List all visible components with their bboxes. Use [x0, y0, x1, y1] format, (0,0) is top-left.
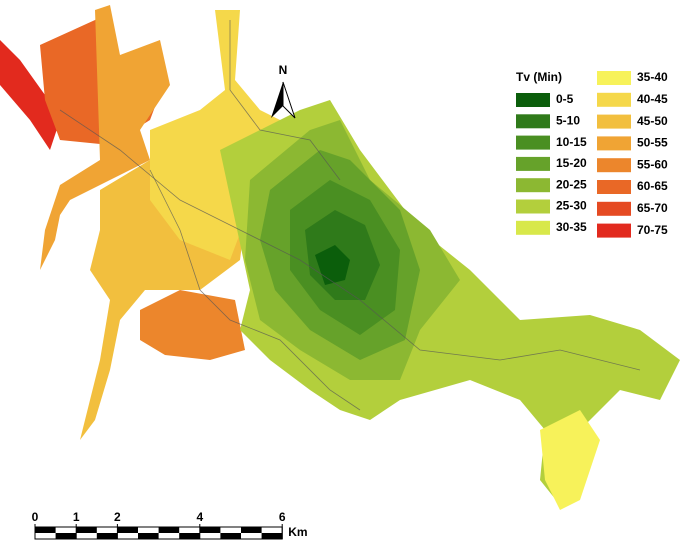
legend-label: 65-70 — [637, 201, 668, 215]
scale-label: 0 — [32, 510, 39, 524]
road — [149, 169, 361, 411]
scale-segment — [55, 533, 77, 539]
legend-swatch — [597, 71, 631, 85]
legend-label: 50-55 — [637, 136, 668, 150]
legend-label: 10-15 — [556, 135, 587, 149]
region — [40, 5, 170, 270]
legend-label: 45-50 — [637, 114, 668, 128]
scale-segment — [199, 527, 221, 533]
legend-swatch — [597, 201, 631, 216]
scale-segment — [179, 533, 200, 539]
legend-swatch — [597, 158, 631, 173]
legend-label: 55-60 — [637, 157, 668, 171]
legend-title: Tv (Min) — [516, 70, 562, 84]
legend-label: 5-10 — [556, 113, 580, 127]
legend-swatch — [516, 93, 550, 107]
scale-segment — [158, 527, 180, 533]
road — [229, 20, 341, 181]
legend-label: 20-25 — [556, 177, 587, 191]
scale-label: 1 — [73, 510, 80, 524]
region — [150, 10, 300, 260]
scale-segment — [261, 533, 283, 539]
legend-label: 70-75 — [637, 223, 668, 237]
scale-label: 6 — [279, 510, 286, 524]
legend-swatch — [597, 223, 631, 238]
scale-segment — [138, 533, 159, 539]
scale-unit: Km — [288, 525, 307, 539]
legend-swatch — [516, 156, 550, 171]
scale-segment — [117, 527, 138, 533]
region — [140, 290, 245, 360]
region — [0, 40, 60, 150]
arrow-shape — [271, 82, 283, 118]
region — [540, 410, 600, 510]
legend-swatch — [597, 92, 631, 107]
north-label: N — [279, 63, 288, 77]
scale-bar: 0 1 2 4 6Km — [32, 510, 308, 540]
legend-label: 25-30 — [556, 199, 587, 213]
legend-label: 35-40 — [637, 70, 668, 84]
legend-swatch — [516, 199, 550, 214]
north-arrow: N — [271, 63, 296, 119]
scale-segment — [241, 527, 262, 533]
legend-label: 0-5 — [556, 92, 574, 106]
legend-label: 60-65 — [637, 179, 668, 193]
arrow-shape — [282, 81, 296, 119]
legend-label: 15-20 — [556, 156, 587, 170]
legend-label: 30-35 — [556, 220, 587, 234]
scale-label: 2 — [114, 510, 121, 524]
region — [315, 245, 350, 285]
legend-swatch — [516, 178, 550, 193]
legend: Tv (Min) 0-5 5-10 10-15 15-20 20-25 25-30 30-3… — [516, 70, 668, 238]
legend-swatch — [516, 114, 550, 129]
legend-swatch — [597, 136, 631, 151]
scale-segment — [220, 533, 241, 539]
scale-label: 4 — [196, 510, 203, 524]
road — [59, 109, 641, 371]
legend-swatch — [597, 114, 631, 129]
map-regions — [0, 5, 680, 510]
legend-swatch — [597, 180, 631, 194]
scale-segment — [35, 527, 56, 533]
legend-label: 40-45 — [637, 92, 668, 106]
scale-segment — [96, 533, 118, 539]
legend-swatch — [516, 135, 550, 150]
scale-segment — [76, 527, 97, 533]
legend-swatch — [516, 220, 550, 235]
